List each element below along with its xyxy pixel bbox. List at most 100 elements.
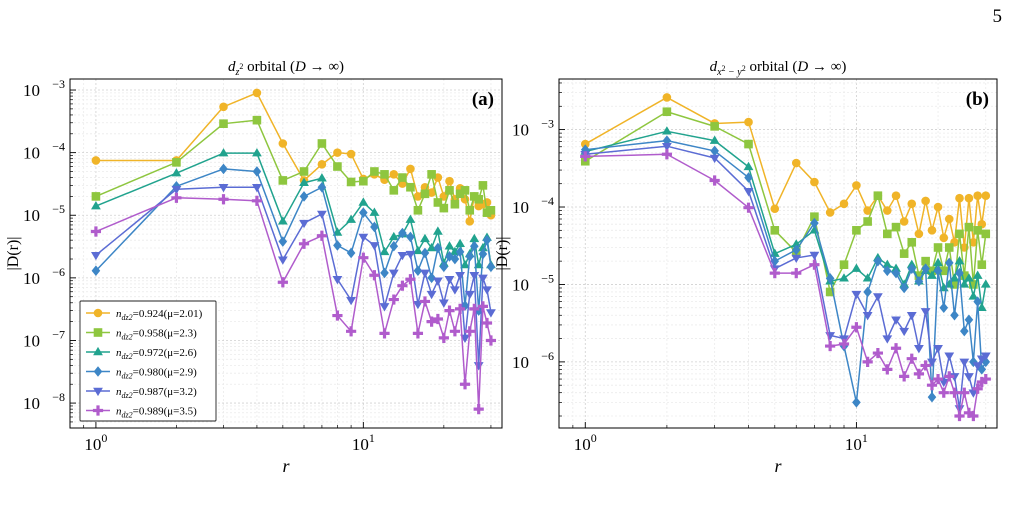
data-point [388, 231, 399, 241]
data-point [346, 296, 357, 306]
data-point [825, 273, 835, 284]
x-tick-label: 100 [84, 431, 107, 454]
x-axis-label: r [282, 456, 290, 476]
data-point [252, 184, 262, 193]
data-point [863, 286, 872, 298]
data-point [968, 389, 979, 398]
chart-panel-a: 100 101 10 −8 10 −7 10 −6 10 −5 10 −4 10 −3 (a) dz2 orb… [5, 59, 503, 476]
data-point [977, 260, 987, 269]
data-point [949, 387, 960, 398]
data-point [744, 172, 753, 183]
data-point [405, 250, 416, 260]
data-point [252, 115, 262, 125]
data-point [332, 310, 343, 321]
data-point [478, 242, 488, 252]
data-point [91, 265, 101, 277]
data-point [427, 272, 436, 284]
data-point [913, 368, 924, 379]
data-point [358, 197, 369, 206]
data-point [218, 194, 229, 205]
data-point [944, 243, 954, 252]
y-tick-label: 10 [23, 81, 40, 100]
data-point [899, 282, 909, 294]
data-point [973, 226, 982, 235]
data-point [455, 238, 465, 248]
data-point [460, 186, 470, 195]
data-point [791, 244, 801, 256]
y-tick-exponent: −3 [52, 77, 65, 91]
data-point [413, 205, 423, 215]
data-point [899, 249, 909, 258]
data-point [277, 216, 288, 225]
axes-frame [69, 78, 503, 429]
data-point [412, 328, 424, 339]
data-point [709, 175, 720, 186]
data-point [299, 167, 309, 176]
legend-marker [93, 308, 103, 318]
data-point [379, 246, 390, 256]
data-point [369, 242, 380, 251]
data-point [465, 217, 475, 226]
data-point [744, 117, 753, 127]
y-tick-label: 10 [23, 331, 40, 350]
data-point [317, 181, 327, 193]
data-point [891, 267, 901, 279]
data-point [851, 322, 862, 333]
data-point [380, 267, 389, 279]
data-point [389, 240, 399, 252]
legend-marker [93, 346, 103, 356]
data-point [932, 373, 944, 385]
data-point [959, 387, 970, 398]
y-axis-label: |D(r)| [494, 237, 511, 271]
data-point [219, 119, 228, 128]
data-point [218, 184, 229, 193]
data-point [478, 248, 488, 260]
data-point [219, 102, 228, 112]
data-point [444, 276, 455, 285]
data-point [299, 219, 309, 229]
data-point [413, 245, 423, 255]
data-point [252, 148, 262, 157]
data-point [359, 207, 368, 218]
legend-entry: ndz2=0.987(μ=3.2) [116, 386, 197, 400]
data-point [171, 186, 182, 195]
data-point [810, 177, 819, 187]
data-point [770, 204, 780, 214]
data-point [933, 345, 943, 354]
data-point [469, 233, 480, 243]
data-point [333, 240, 342, 251]
data-point [278, 139, 288, 148]
data-point [171, 192, 182, 203]
data-point [370, 221, 379, 233]
y-tick-exponent: −6 [541, 349, 554, 363]
data-point [938, 378, 949, 388]
data-point [444, 241, 455, 250]
data-point [317, 173, 327, 182]
data-point [405, 214, 416, 223]
chart-title: dx2 − y2 orbital (D → ∞) [710, 59, 847, 78]
data-point [420, 247, 430, 259]
data-point [397, 251, 408, 261]
data-point [883, 206, 892, 215]
data-point [406, 164, 415, 174]
data-point [346, 177, 356, 187]
legend-frame [79, 300, 217, 422]
data-point [872, 347, 883, 359]
data-point [482, 286, 492, 295]
data-point [907, 199, 917, 209]
data-point [277, 277, 288, 288]
data-point [976, 376, 987, 388]
data-point [907, 238, 917, 247]
data-point [379, 303, 390, 312]
data-point [465, 251, 475, 262]
data-point [370, 167, 379, 176]
data-point [976, 302, 987, 311]
data-point [332, 276, 343, 285]
y-axis-label: |D(r)| [5, 237, 22, 271]
data-point [459, 379, 471, 390]
y-tick-exponent: −8 [52, 390, 65, 404]
data-point [954, 410, 965, 422]
data-point [964, 193, 974, 203]
data-point [913, 345, 924, 354]
y-tick-label: 10 [23, 206, 40, 225]
